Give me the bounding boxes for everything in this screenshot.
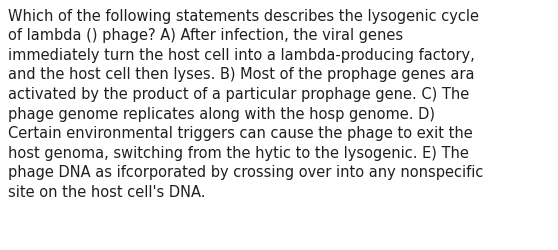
Text: Which of the following statements describes the lysogenic cycle
of lambda () pha: Which of the following statements descri… xyxy=(8,9,484,199)
